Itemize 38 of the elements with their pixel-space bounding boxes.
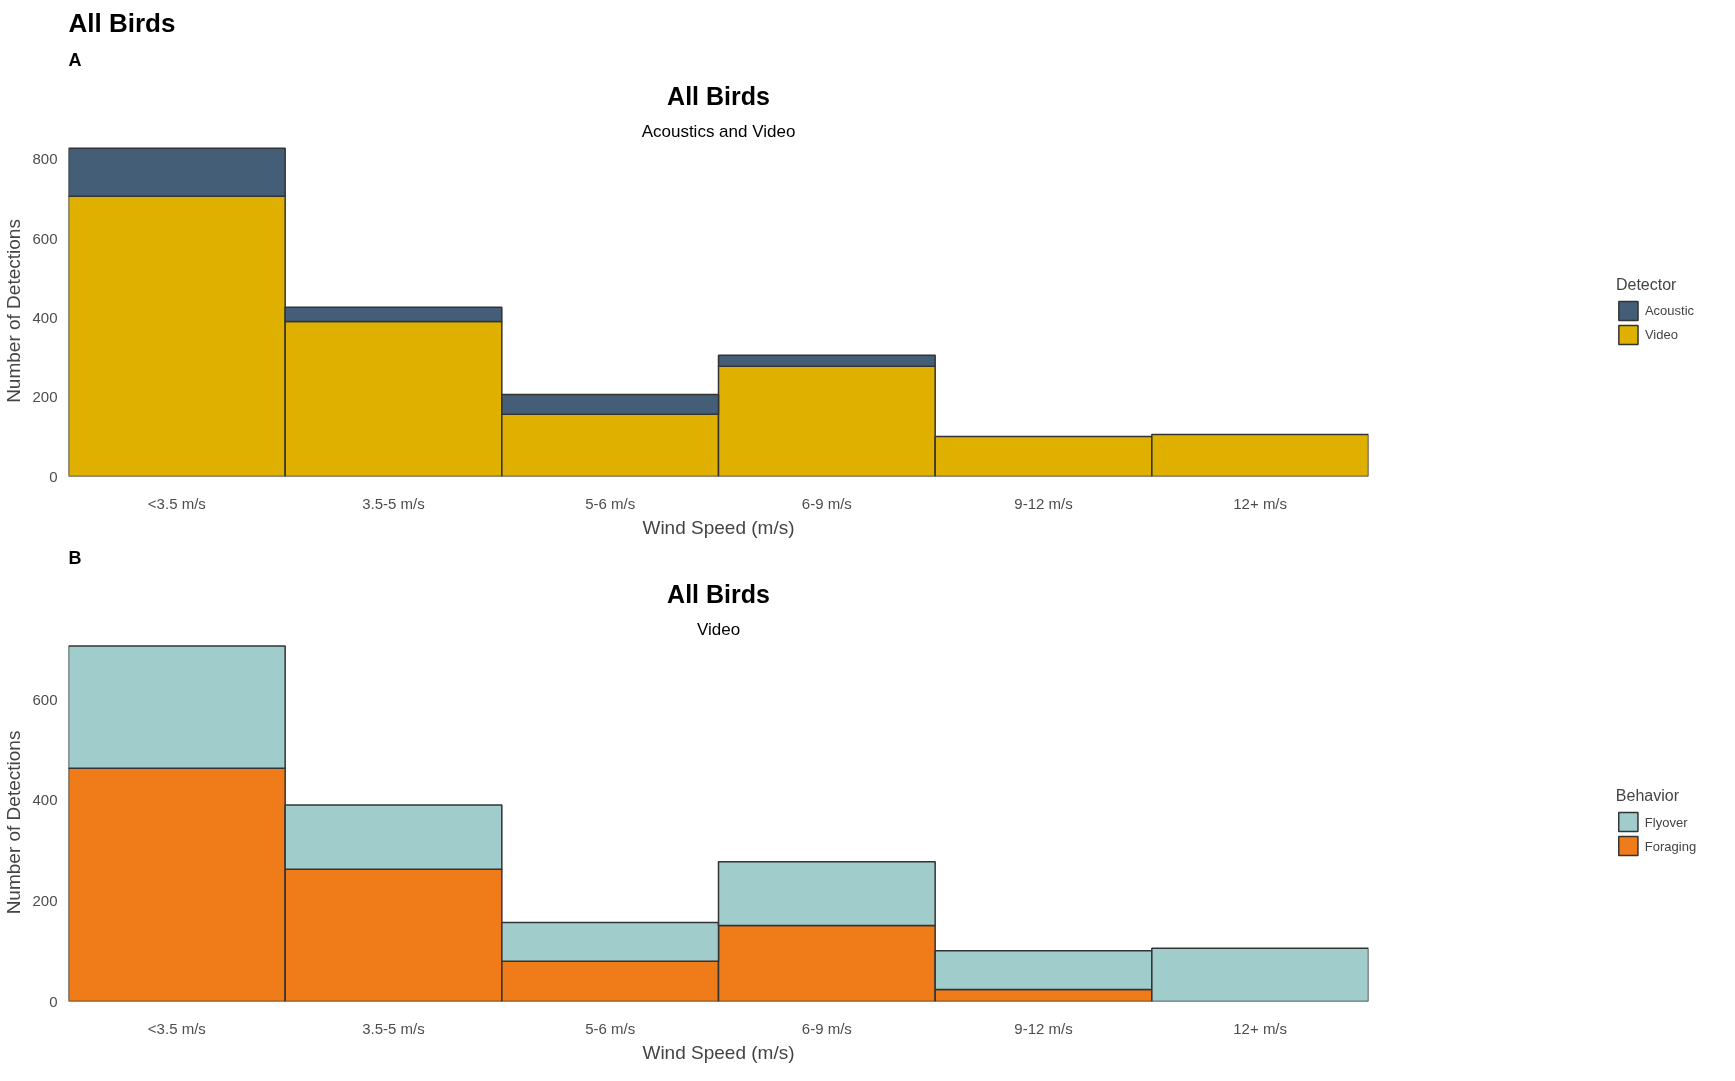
legend-label: Foraging: [1644, 838, 1697, 853]
chart-subtitle: Acoustics and Video: [641, 121, 796, 141]
x-tick-label: <3.5 m/s: [147, 1019, 206, 1037]
x-tick-label: 3.5-5 m/s: [362, 494, 425, 512]
x-tick-label: <3.5 m/s: [147, 494, 206, 512]
text: A: [68, 49, 82, 70]
x-axis-title: Wind Speed (m/s): [642, 1041, 795, 1063]
y-axis-title: Number of Detections: [3, 730, 25, 915]
x-tick-label: 12+ m/s: [1233, 494, 1288, 512]
y-tick-label: 0: [49, 467, 58, 485]
chart-title: All Birds: [667, 579, 770, 608]
y-tick-label: 400: [32, 791, 58, 809]
x-tick-label: 3.5-5 m/s: [362, 1019, 425, 1037]
y-tick-label: 400: [32, 308, 58, 326]
x-tick-label: 9-12 m/s: [1014, 494, 1073, 512]
legend-title: Behavior: [1615, 786, 1680, 805]
x-tick-label: 5-6 m/s: [585, 1019, 636, 1037]
x-tick-label: 12+ m/s: [1233, 1019, 1288, 1037]
x-tick-label: 6-9 m/s: [801, 1019, 852, 1037]
x-tick-label: 9-12 m/s: [1014, 1019, 1073, 1037]
y-tick-label: 0: [49, 992, 58, 1010]
legend-title: Detector: [1615, 275, 1678, 293]
text: B: [68, 547, 82, 568]
legend-label: Video: [1644, 326, 1678, 342]
x-axis-title: Wind Speed (m/s): [642, 516, 795, 538]
chart-title: All Birds: [667, 81, 770, 110]
legend-label: Acoustic: [1644, 302, 1695, 318]
legend-label: Flyover: [1644, 814, 1688, 829]
y-tick-label: 800: [32, 150, 58, 168]
x-tick-label: 5-6 m/s: [585, 494, 636, 512]
y-axis-title: Number of Detections: [3, 219, 25, 403]
y-tick-label: 200: [32, 388, 58, 406]
y-tick-label: 200: [32, 891, 58, 909]
y-tick-label: 600: [32, 229, 58, 247]
chart-subtitle: Video: [696, 619, 741, 639]
text: All Birds: [68, 7, 176, 38]
x-tick-label: 6-9 m/s: [801, 494, 852, 512]
y-tick-label: 600: [32, 690, 58, 708]
